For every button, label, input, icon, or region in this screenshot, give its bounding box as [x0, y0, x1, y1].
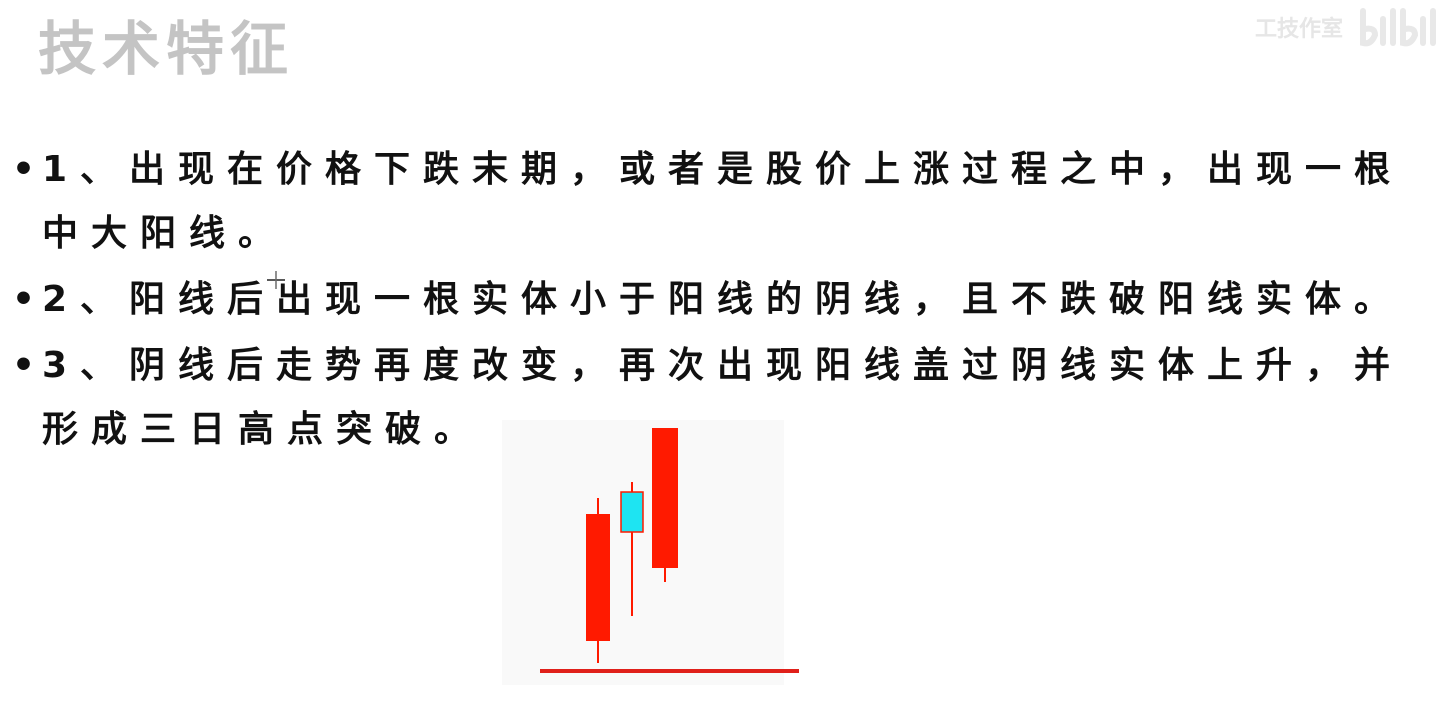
- bullet-list: • 1、出现在价格下跌末期，或者是股价上涨过程之中，出现一根中大阳线。 • 2、…: [10, 138, 1440, 464]
- bullet-item-1: • 1、出现在价格下跌末期，或者是股价上涨过程之中，出现一根中大阳线。: [10, 138, 1440, 266]
- candle-1: [586, 498, 610, 663]
- bullet-marker: •: [12, 345, 36, 386]
- watermark-text: 工技作室: [1254, 17, 1343, 42]
- bullet-text: 3、阴线后走势再度改变，再次出现阳线盖过阴线实体上升，并形成三日高点突破。: [42, 345, 1404, 450]
- candle-2-body: [620, 491, 644, 533]
- bullet-item-3: • 3、阴线后走势再度改变，再次出现阳线盖过阴线实体上升，并形成三日高点突破。: [10, 334, 1440, 462]
- candlestick-diagram-panel: [502, 420, 784, 685]
- bullet-text: 2、阳线后出现一根实体小于阳线的阴线，且不跌破阳线实体。: [42, 279, 1404, 320]
- bullet-marker: •: [12, 279, 36, 320]
- crosshair-cursor-icon: [267, 271, 285, 289]
- bilibili-logo-icon: [1360, 8, 1436, 47]
- candle-3-body: [652, 428, 678, 568]
- watermark: 工技作室: [1255, 4, 1441, 50]
- slide-title: 技术特征: [38, 15, 295, 83]
- bullet-item-2: • 2、阳线后出现一根实体小于阳线的阴线，且不跌破阳线实体。: [10, 268, 1440, 332]
- bullet-text: 1、出现在价格下跌末期，或者是股价上涨过程之中，出现一根中大阳线。: [42, 149, 1404, 254]
- bullet-marker: •: [12, 149, 36, 190]
- candlestick-diagram: [540, 428, 799, 673]
- candle-3: [652, 428, 678, 582]
- candle-2: [620, 482, 644, 616]
- candle-1-body: [586, 514, 610, 641]
